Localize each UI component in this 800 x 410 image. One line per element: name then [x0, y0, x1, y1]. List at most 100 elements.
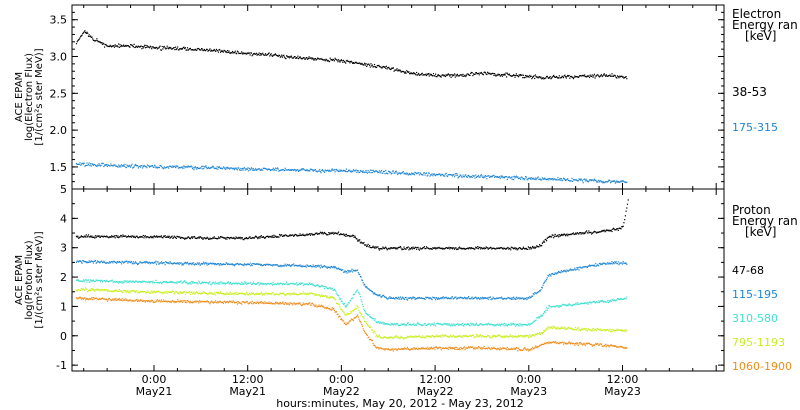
data-point	[525, 335, 527, 337]
data-point	[264, 237, 267, 239]
data-point	[79, 236, 81, 238]
data-point	[87, 279, 89, 281]
data-point	[481, 175, 483, 177]
data-point	[356, 289, 358, 291]
data-point	[293, 57, 295, 59]
data-point	[563, 270, 565, 272]
data-point	[522, 178, 524, 180]
data-point	[510, 176, 513, 178]
data-point	[418, 172, 420, 174]
data-point	[236, 53, 238, 55]
data-point	[615, 181, 617, 183]
data-point	[313, 234, 315, 236]
data-point	[437, 74, 439, 76]
data-point	[157, 47, 159, 49]
data-point	[111, 279, 113, 281]
data-point	[81, 34, 83, 36]
data-point	[567, 233, 569, 236]
data-point	[412, 324, 414, 326]
data-point	[151, 291, 153, 293]
data-point	[444, 296, 446, 299]
data-point	[255, 263, 257, 265]
data-point	[302, 234, 305, 236]
data-point	[307, 265, 309, 267]
data-point	[199, 264, 201, 266]
data-point	[605, 301, 607, 303]
data-point	[555, 305, 558, 307]
data-point	[312, 169, 314, 171]
data-point	[448, 323, 450, 325]
data-point	[198, 167, 200, 169]
data-point	[277, 168, 279, 170]
data-point	[433, 296, 435, 299]
data-point	[90, 163, 92, 165]
data-point	[391, 247, 393, 250]
data-point	[142, 167, 144, 169]
data-point	[288, 292, 290, 294]
data-point	[442, 324, 444, 326]
data-point	[267, 283, 269, 285]
data-point	[413, 323, 415, 325]
data-point	[562, 76, 564, 78]
data-point	[440, 336, 442, 338]
data-point	[515, 335, 517, 337]
data-point	[328, 297, 331, 299]
data-point	[210, 167, 212, 169]
data-point	[445, 74, 447, 76]
data-point	[316, 232, 318, 234]
data-point	[197, 283, 199, 285]
data-point	[101, 235, 103, 237]
data-point	[587, 181, 589, 183]
data-point	[423, 323, 425, 325]
data-point	[497, 334, 499, 336]
data-point	[90, 165, 92, 167]
data-point	[215, 283, 217, 285]
data-point	[206, 48, 208, 50]
data-point	[158, 236, 160, 238]
data-point	[317, 284, 319, 286]
data-point	[438, 322, 440, 325]
data-point	[271, 264, 273, 266]
data-point	[90, 298, 92, 300]
data-point	[392, 247, 394, 249]
data-point	[417, 172, 419, 174]
data-point	[170, 165, 172, 167]
data-point	[532, 295, 534, 297]
data-point	[428, 247, 430, 250]
data-point	[341, 170, 343, 172]
data-point	[222, 293, 224, 295]
data-point	[565, 234, 567, 236]
data-point	[120, 164, 123, 166]
data-point	[80, 298, 82, 300]
data-point	[586, 302, 588, 304]
data-point	[617, 328, 619, 330]
data-point	[398, 172, 400, 174]
data-point	[248, 264, 250, 266]
data-point	[222, 237, 224, 239]
data-point	[472, 324, 474, 326]
data-point	[92, 289, 94, 291]
data-point	[208, 293, 210, 295]
data-point	[258, 168, 260, 170]
data-point	[366, 324, 368, 326]
data-point	[487, 248, 489, 250]
data-point	[368, 288, 370, 290]
data-point	[281, 56, 283, 58]
data-point	[186, 292, 188, 294]
data-point	[165, 281, 167, 283]
data-point	[545, 77, 547, 79]
data-point	[302, 168, 304, 170]
data-point	[323, 59, 325, 61]
data-point	[273, 169, 275, 171]
data-point	[195, 291, 197, 294]
data-point	[208, 283, 210, 285]
data-point	[149, 292, 151, 294]
data-point	[233, 236, 235, 239]
data-point	[464, 248, 466, 250]
data-point	[161, 291, 163, 294]
data-point	[360, 276, 362, 278]
data-point	[413, 324, 416, 326]
data-point	[529, 336, 532, 338]
data-point	[575, 233, 577, 235]
data-point	[208, 263, 210, 265]
